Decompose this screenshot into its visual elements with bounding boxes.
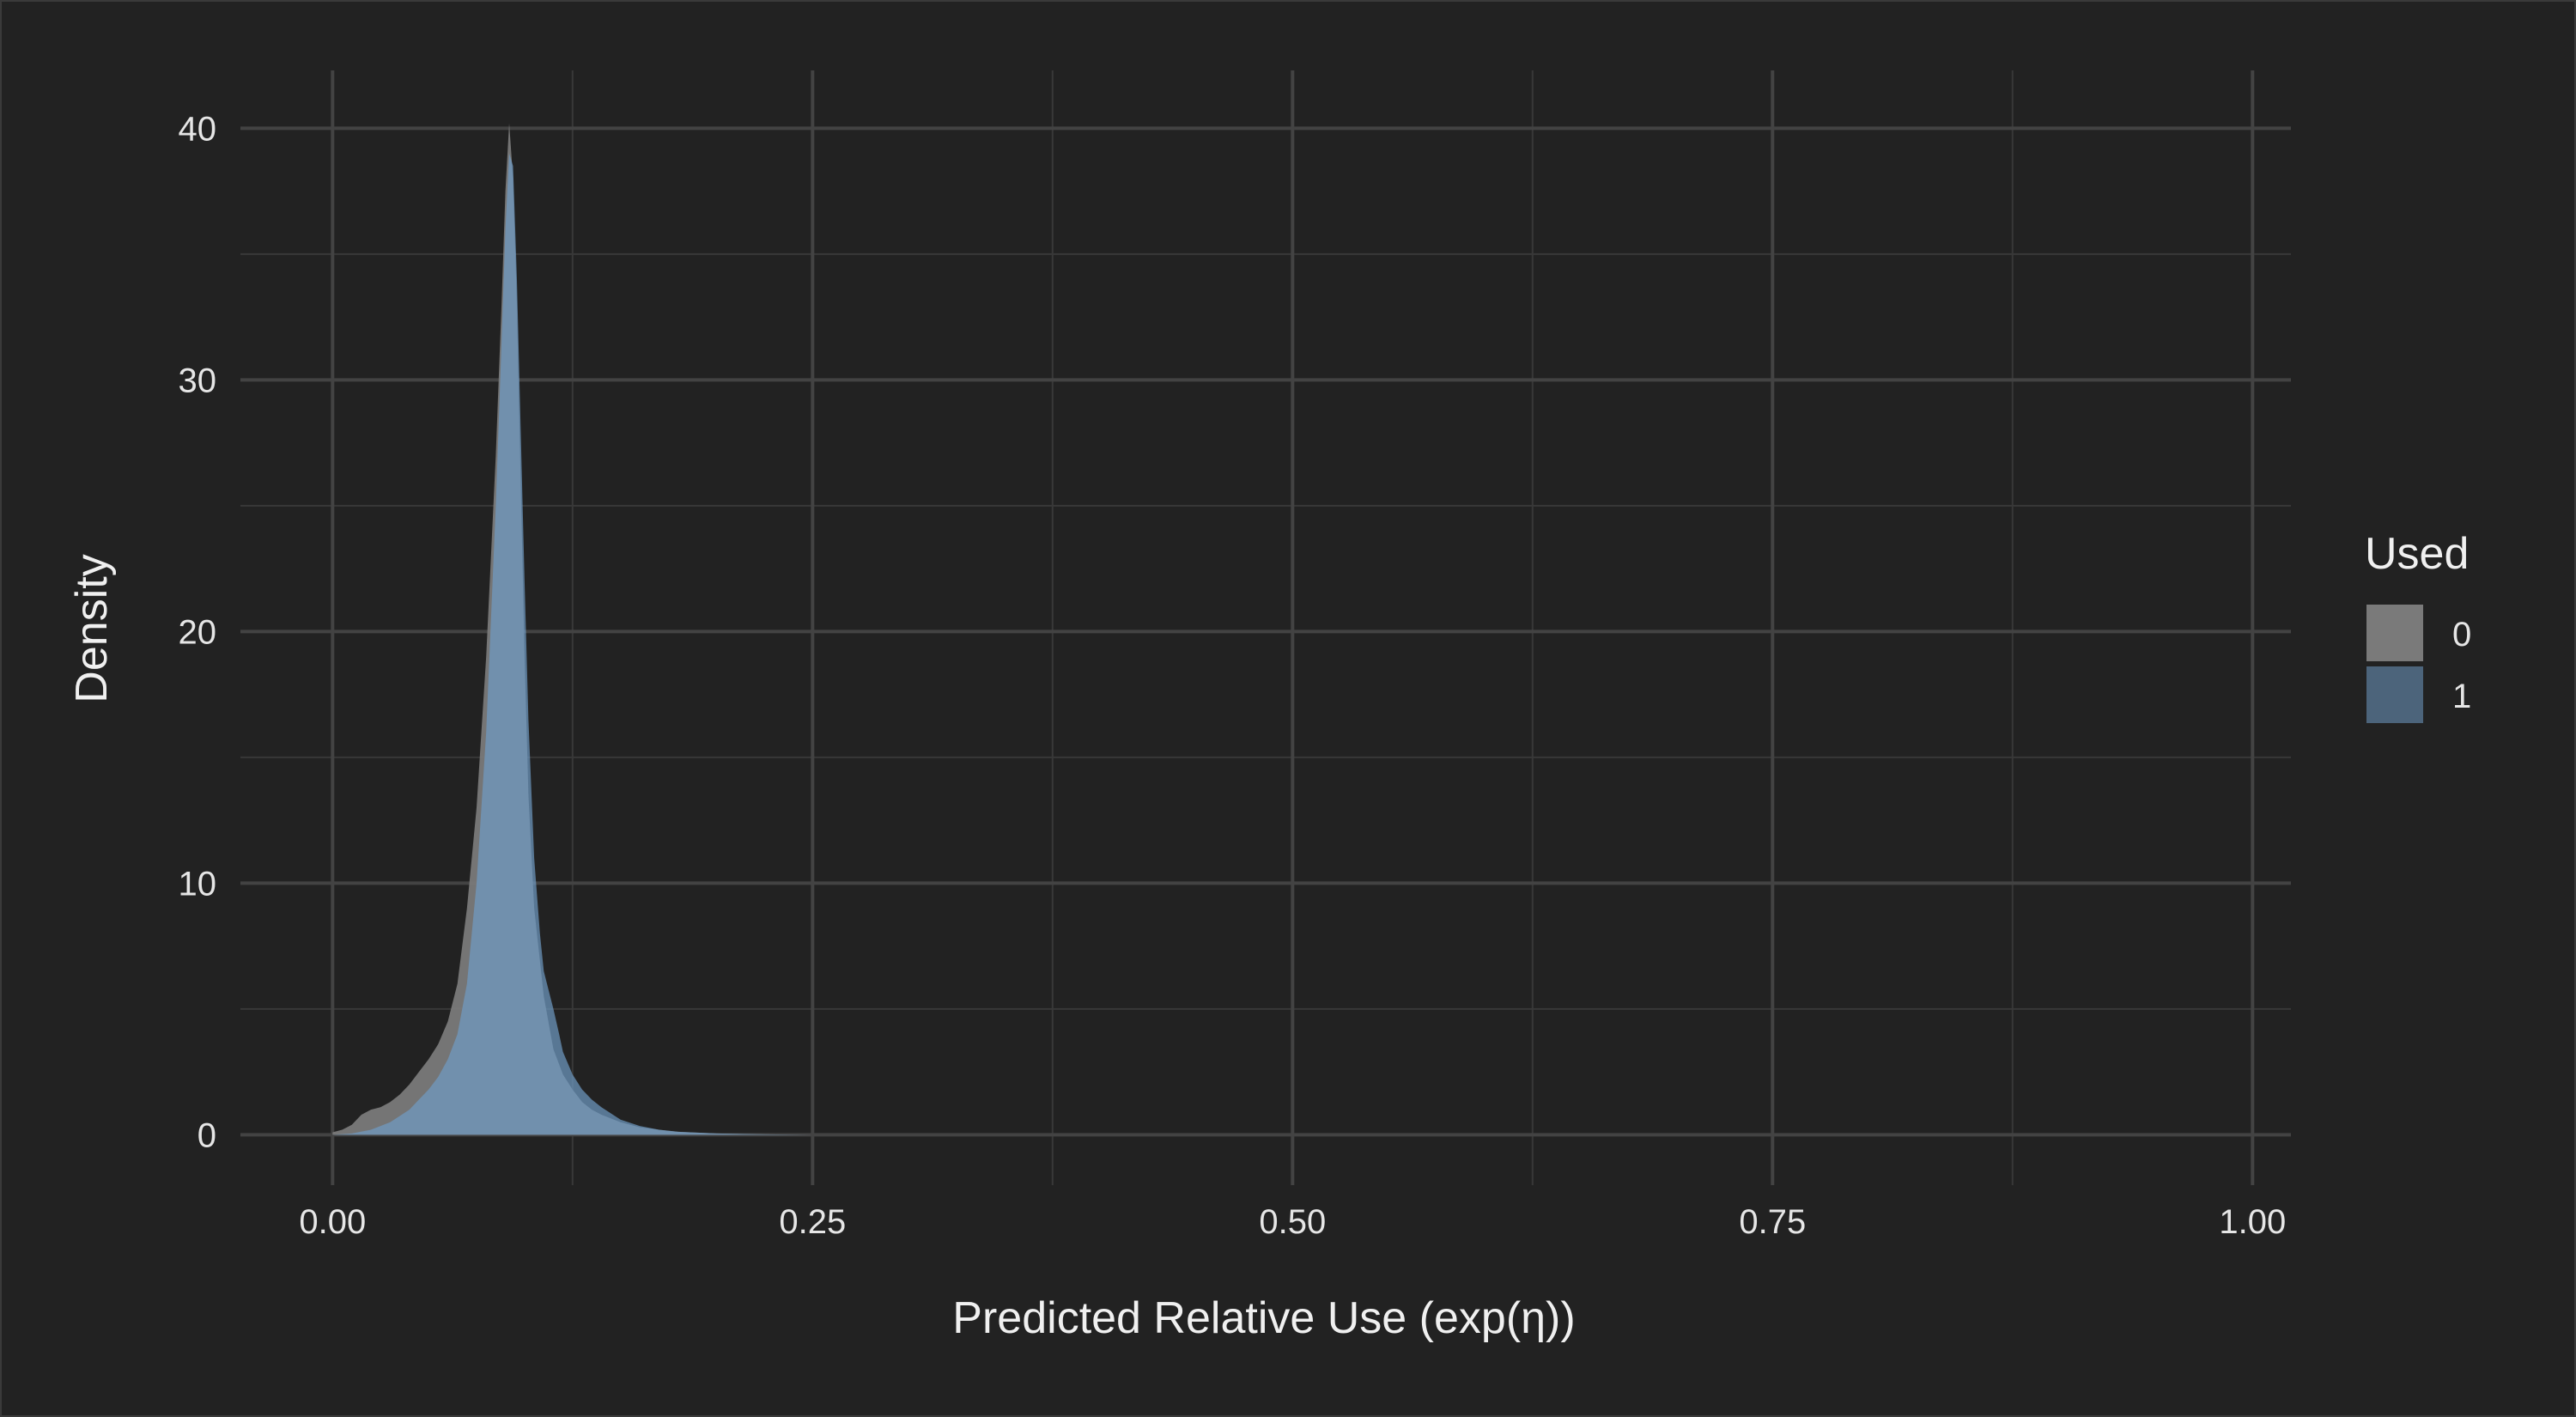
x-tick-labels: 0.00 0.25 0.50 0.75 1.00	[299, 1203, 2286, 1241]
x-tick-label: 0.25	[779, 1203, 846, 1241]
legend-title: Used	[2365, 529, 2469, 579]
legend-key-1	[2366, 666, 2423, 723]
x-tick-label: 0.00	[299, 1203, 366, 1241]
y-tick-label: 30	[179, 362, 217, 399]
x-axis-title: Predicted Relative Use (exp(η))	[952, 1293, 1575, 1343]
y-tick-label: 20	[179, 613, 217, 651]
x-tick-label: 0.75	[1739, 1203, 1806, 1241]
x-tick-label: 1.00	[2219, 1203, 2286, 1241]
y-tick-label: 0	[197, 1116, 216, 1154]
major-gridlines	[240, 70, 2291, 1185]
x-tick-label: 0.50	[1259, 1203, 1326, 1241]
y-tick-label: 40	[179, 110, 217, 148]
minor-gridlines	[240, 70, 2291, 1185]
y-axis-title: Density	[67, 554, 117, 702]
legend: Used 0 1	[2365, 529, 2471, 723]
y-tick-labels: 0 10 20 30 40	[179, 110, 217, 1154]
y-tick-label: 10	[179, 865, 217, 903]
legend-label-0: 0	[2452, 616, 2471, 654]
legend-key-0	[2366, 605, 2423, 661]
legend-label-1: 1	[2452, 678, 2471, 715]
